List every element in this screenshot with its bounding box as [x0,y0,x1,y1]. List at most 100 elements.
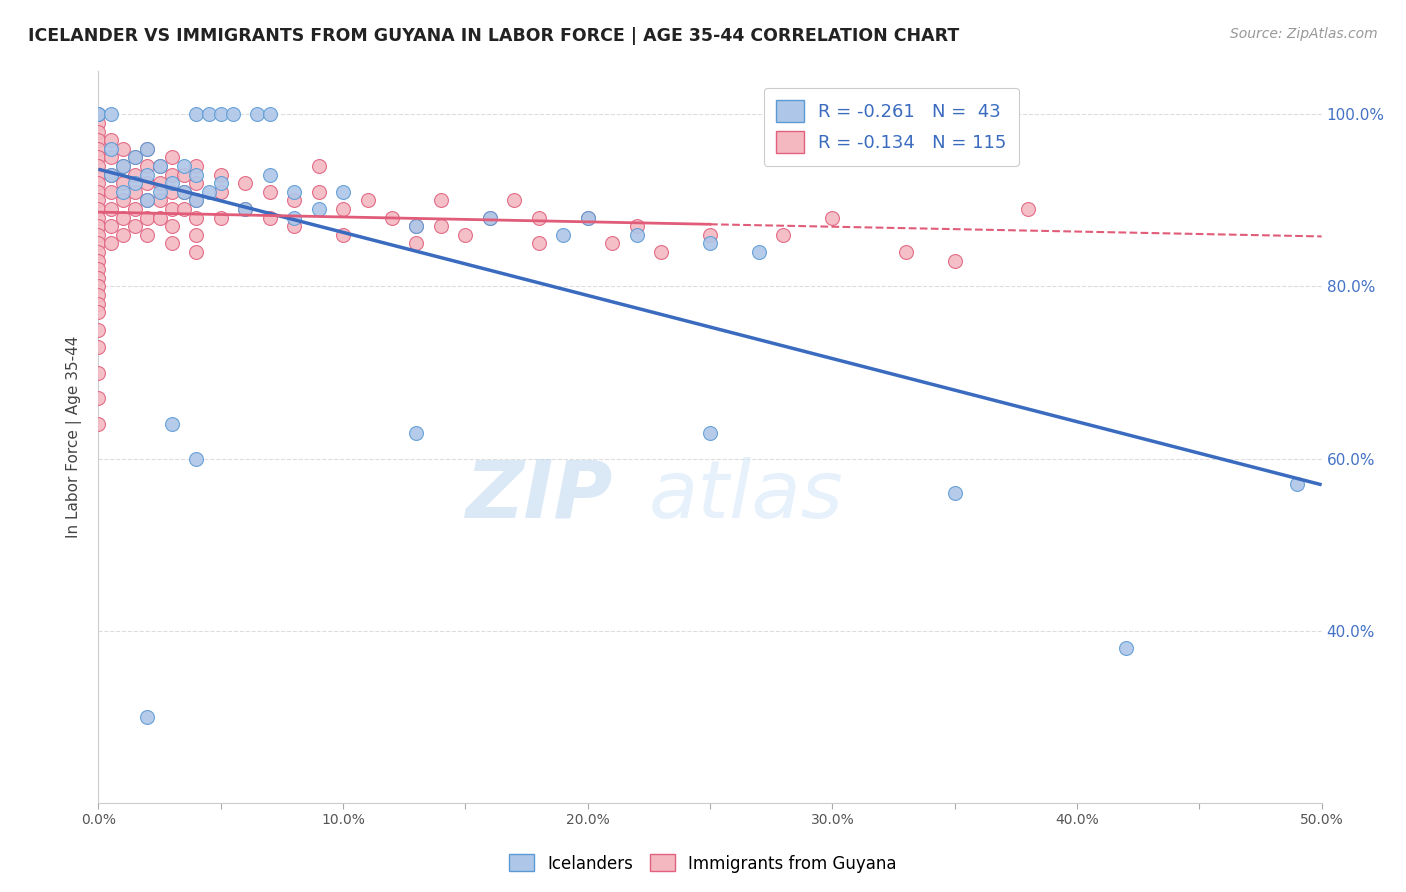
Point [124,150,146,164]
Point [87,253,110,268]
Point [173,185,195,199]
Point [626,227,648,242]
Y-axis label: In Labor Force | Age 35-44: In Labor Force | Age 35-44 [66,336,83,538]
Text: Source: ZipAtlas.com: Source: ZipAtlas.com [1230,27,1378,41]
Point [332,185,354,199]
Point [503,194,526,208]
Point [87,392,110,406]
Point [87,271,110,285]
Point [1017,202,1039,216]
Point [160,202,183,216]
Point [87,279,110,293]
Point [478,211,501,225]
Point [136,194,159,208]
Point [100,150,122,164]
Point [186,159,208,173]
Point [87,340,110,354]
Point [87,236,110,251]
Point [259,185,281,199]
Point [186,107,208,121]
Point [283,211,305,225]
Point [772,227,794,242]
Point [160,236,183,251]
Point [405,425,427,440]
Point [160,417,183,432]
Point [209,211,232,225]
Point [626,219,648,234]
Point [87,417,110,432]
Point [943,253,966,268]
Point [259,168,281,182]
Point [87,194,110,208]
Point [553,227,575,242]
Point [308,159,330,173]
Point [430,194,453,208]
Point [124,202,146,216]
Point [87,366,110,380]
Point [149,211,172,225]
Point [87,133,110,147]
Point [576,211,599,225]
Point [173,202,195,216]
Point [943,486,966,500]
Point [197,185,219,199]
Point [173,159,195,173]
Point [186,451,208,466]
Point [100,133,122,147]
Point [149,194,172,208]
Point [233,202,256,216]
Point [111,176,134,190]
Point [160,150,183,164]
Point [100,236,122,251]
Point [87,107,110,121]
Point [222,107,245,121]
Point [283,194,305,208]
Point [87,168,110,182]
Point [87,185,110,199]
Point [124,168,146,182]
Point [259,107,281,121]
Point [124,185,146,199]
Point [124,150,146,164]
Point [527,236,550,251]
Point [381,211,404,225]
Point [149,159,172,173]
Point [527,211,550,225]
Point [405,236,427,251]
Point [87,305,110,319]
Point [100,219,122,234]
Point [87,219,110,234]
Point [100,168,122,182]
Point [100,107,122,121]
Point [173,185,195,199]
Point [186,245,208,260]
Point [600,236,623,251]
Point [111,142,134,156]
Point [87,322,110,336]
Point [136,159,159,173]
Point [160,176,183,190]
Point [197,107,219,121]
Point [186,168,208,182]
Point [124,176,146,190]
Point [821,211,844,225]
Point [209,107,232,121]
Point [186,227,208,242]
Point [209,185,232,199]
Point [160,219,183,234]
Point [356,194,378,208]
Point [1286,477,1309,491]
Point [136,194,159,208]
Point [209,176,232,190]
Point [87,116,110,130]
Point [283,219,305,234]
Point [308,185,330,199]
Point [87,125,110,139]
Text: ZIP: ZIP [465,457,612,534]
Point [111,159,134,173]
Point [186,176,208,190]
Point [136,142,159,156]
Point [100,168,122,182]
Point [87,159,110,173]
Point [186,194,208,208]
